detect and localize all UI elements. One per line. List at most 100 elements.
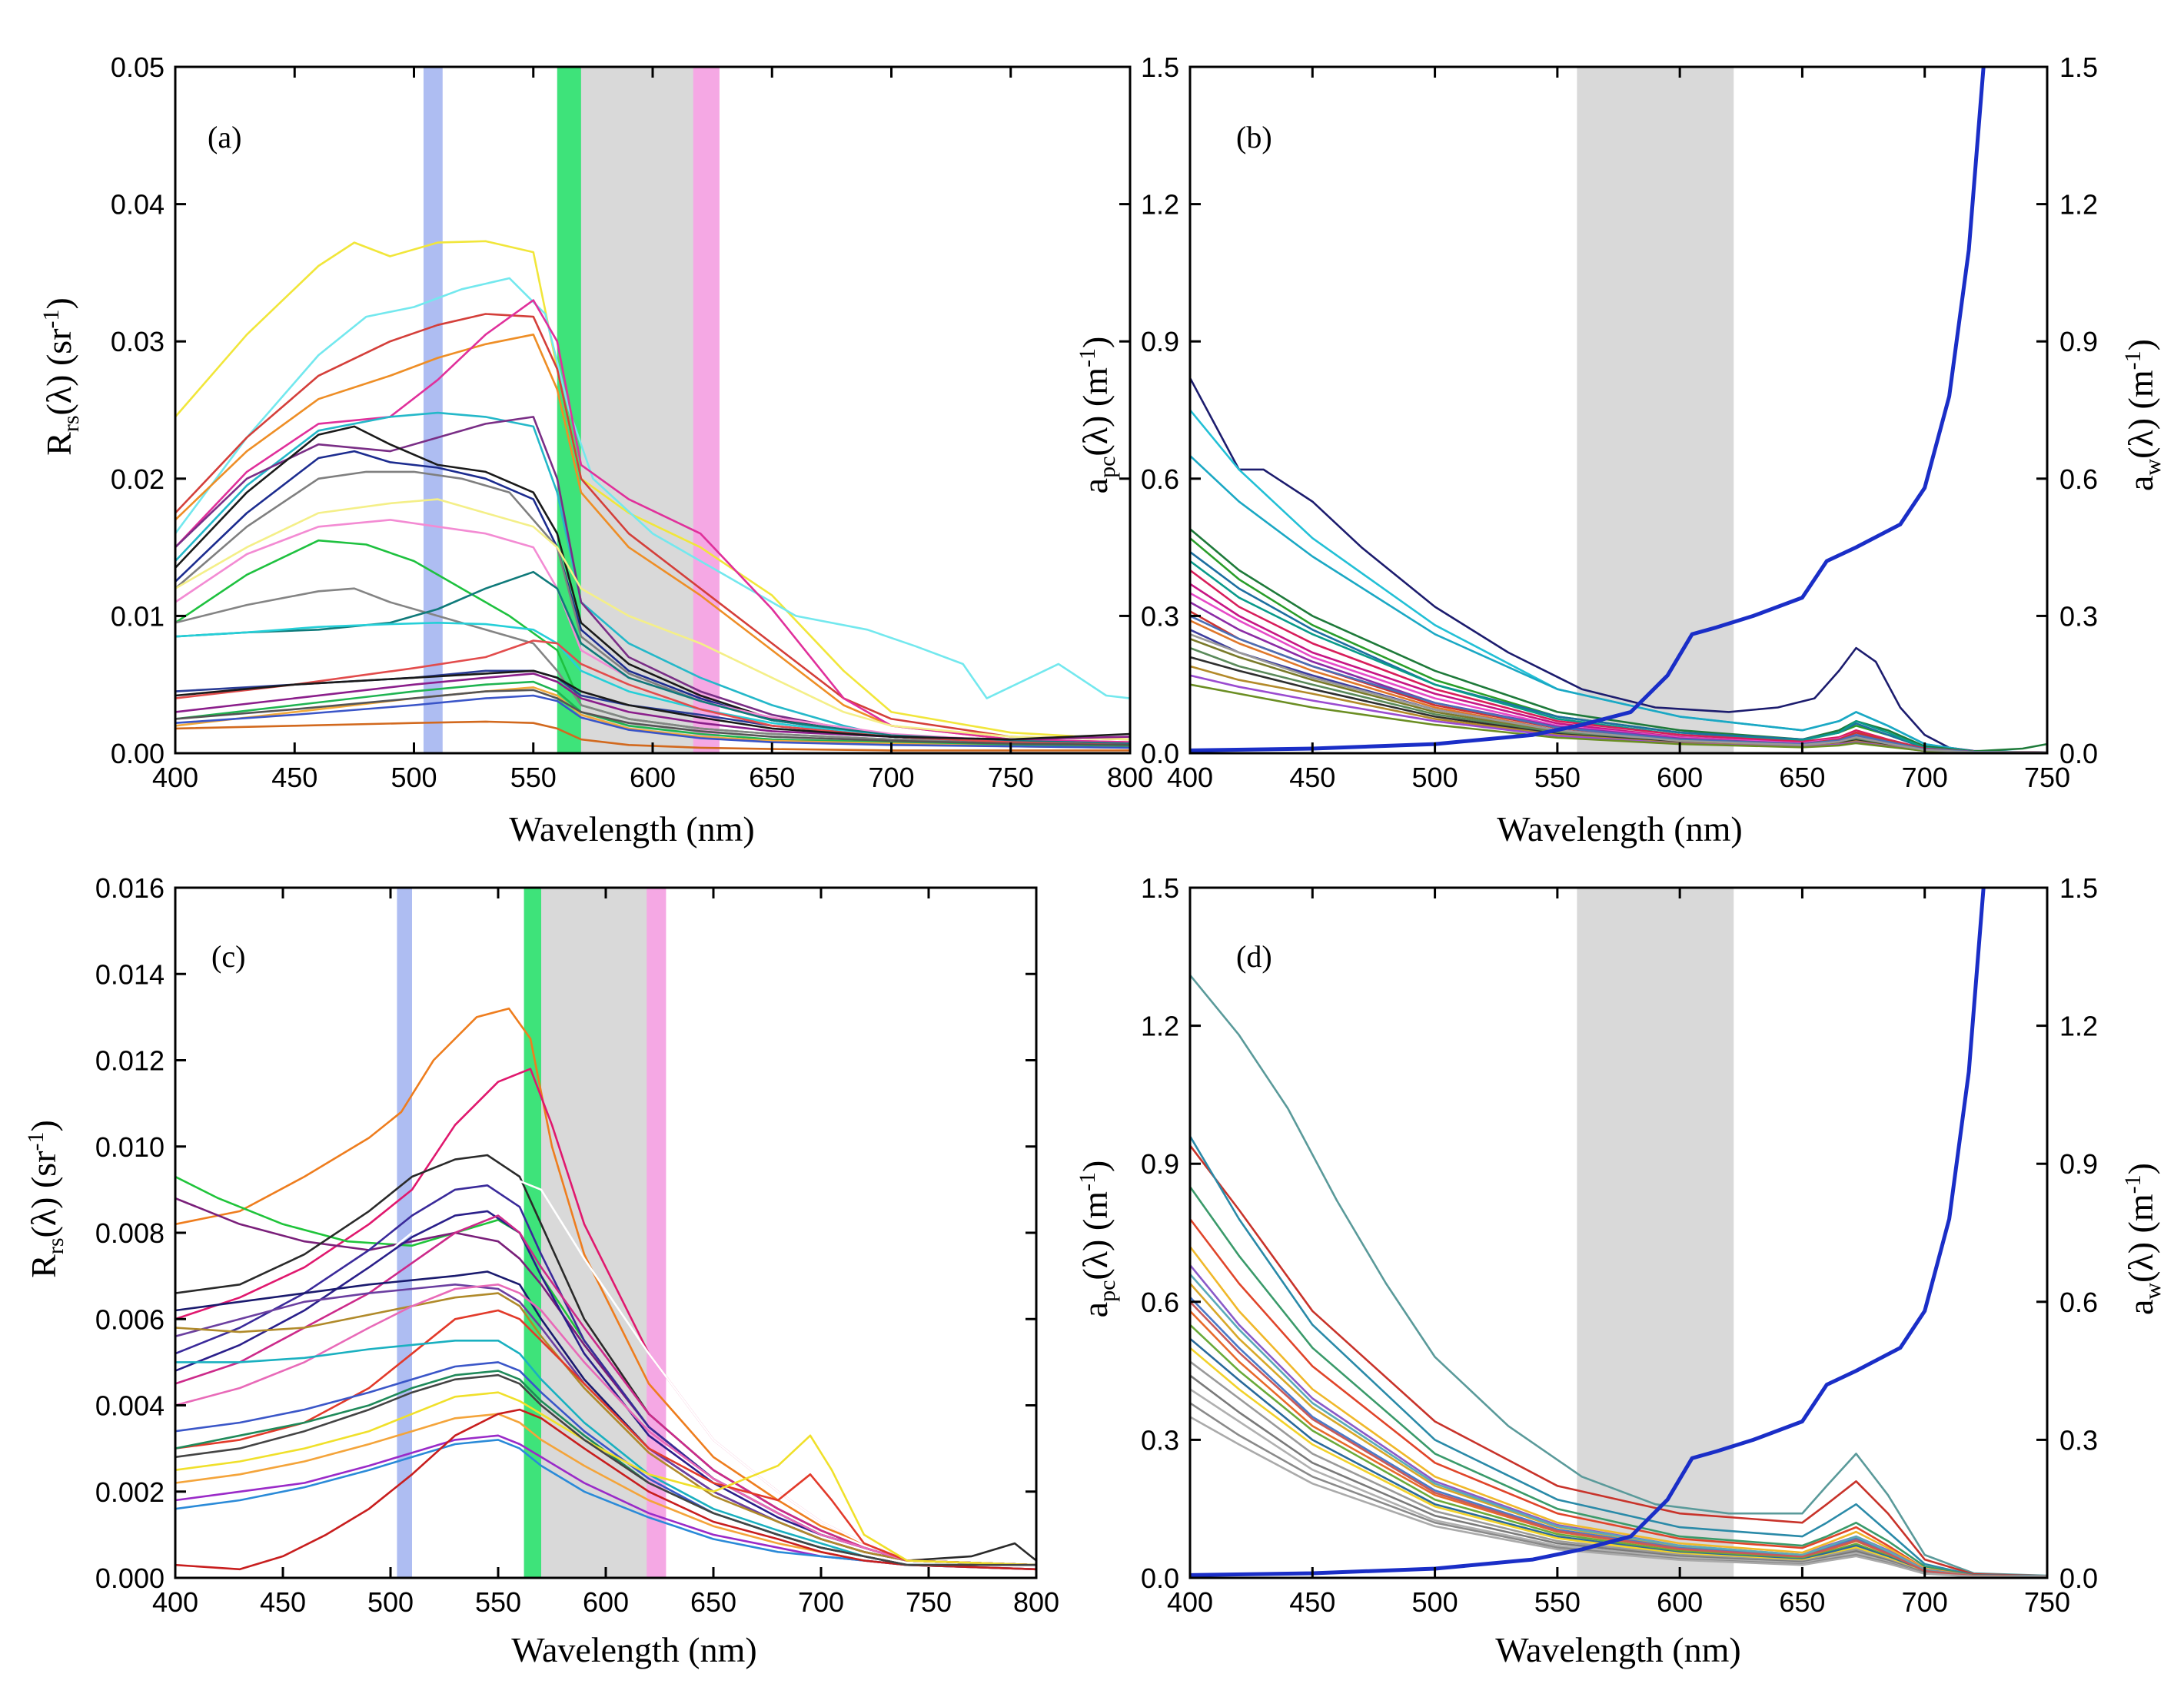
panel-b-y2-tick-label: 0.3 — [2059, 600, 2098, 632]
panel-c-y-tick-label: 0.010 — [95, 1131, 165, 1163]
panel-b-x-tick-label: 600 — [1657, 762, 1703, 793]
panel-b-y2-tick-label: 0.0 — [2059, 738, 2098, 769]
panel-c-y-axis-label-sub: rs — [43, 1237, 68, 1254]
panel-a-y-axis-label-main: R — [39, 432, 78, 456]
panel-d-y2-axis-label-end: ) — [2121, 1163, 2160, 1174]
panel-d-y-axis-label: apc(λ) (m-1) — [1075, 1161, 1120, 1318]
panel-d-y-axis-label-rest: (λ) (m — [1075, 1191, 1115, 1280]
panel-c-band-1 — [397, 888, 412, 1578]
panel-b-bands — [1577, 67, 1734, 753]
panel-c-x-tick-label: 700 — [798, 1586, 844, 1618]
panel-a-series-20 — [175, 669, 1130, 741]
panel-a-x-tick-label: 800 — [1107, 762, 1153, 793]
panel-c-x-tick-label: 600 — [583, 1586, 629, 1618]
panel-d-y2-axis-label-sub: w — [2140, 1283, 2166, 1300]
panel-d-series-4 — [1190, 1186, 2047, 1578]
panel-d-x-tick-label: 550 — [1534, 1586, 1581, 1618]
panel-b-x-tick-label: 400 — [1167, 762, 1213, 793]
panel-c-band-2 — [524, 888, 541, 1578]
panel-a-x-axis-label: Wavelength (nm) — [509, 809, 754, 849]
panel-a-y-tick-label: 0.02 — [111, 463, 165, 495]
panel-c-series-15 — [175, 1340, 1036, 1566]
panel-b-y2-tick-label: 0.9 — [2059, 326, 2098, 357]
panel-b-y2-tick-label: 1.2 — [2059, 189, 2098, 221]
panel-d-water-absorption-line — [1190, 888, 1986, 1577]
panel-d-x-tick-label: 700 — [1902, 1586, 1948, 1618]
panel-c-series-1 — [175, 1007, 1036, 1566]
panel-a-y-axis-label-end: ) — [39, 297, 78, 309]
panel-a-y-tick-label: 0.04 — [111, 189, 165, 221]
panel-b-y-axis-label-sup: -1 — [1075, 348, 1100, 367]
panel-b-x-tick-label: 550 — [1534, 762, 1581, 793]
panel-c-series-14 — [175, 1309, 1036, 1566]
panel-c-series-18 — [175, 1391, 1036, 1566]
panel-d-y2-axis-label-sup: -1 — [2120, 1174, 2146, 1194]
panel-d-y-tick-label: 1.2 — [1141, 1011, 1179, 1042]
panel-c-y-axis-label: Rrs(λ) (sr-1) — [23, 1120, 68, 1278]
panel-d-label: (d) — [1236, 939, 1272, 974]
panel-c-axes: 400 450 500 550 600 650 700 750 800 0.000 0.002 0.0… — [95, 872, 1059, 1618]
panel-c-y-tick-label: 0.016 — [95, 872, 165, 904]
panel-a-y-tick-label: 0.01 — [111, 600, 165, 632]
panel-a-x-tick-label: 450 — [271, 762, 317, 793]
panel-c-y-tick-label: 0.000 — [95, 1563, 165, 1594]
panel-d-y-axis-label-sup: -1 — [1075, 1172, 1100, 1191]
panel-c-x-tick-label: 400 — [152, 1586, 198, 1618]
panel-c-x-tick-label: 800 — [1013, 1586, 1059, 1618]
panel-a-bands — [423, 67, 720, 753]
panel-c-x-tick-label: 550 — [475, 1586, 521, 1618]
panel-b-x-tick-label: 650 — [1779, 762, 1825, 793]
panel-a-series-4 — [175, 334, 1130, 743]
panel-b-y-tick-label: 1.2 — [1141, 189, 1179, 221]
panel-d-y2-tick-label: 0.3 — [2059, 1424, 2098, 1456]
panel-a-y-axis-label-sub: rs — [58, 415, 84, 432]
panel-b-y-axis-label-end: ) — [1075, 337, 1115, 348]
panel-a-x-tick-label: 500 — [391, 762, 437, 793]
panel-c-x-tick-label: 650 — [690, 1586, 736, 1618]
panel-a-x-tick-label: 550 — [510, 762, 557, 793]
panel-a-series-15 — [175, 570, 1130, 745]
panel-d-series-2 — [1190, 1144, 2047, 1577]
panel-a-label: (a) — [208, 120, 241, 154]
panel-b-x-tick-label: 700 — [1902, 762, 1948, 793]
panel-a-axes: 400 450 500 550 600 650 700 750 800 0.00 0.01 0.02 0… — [111, 51, 1153, 793]
panel-c-series-21 — [175, 1439, 1036, 1571]
panel-c-y-tick-label: 0.004 — [95, 1390, 165, 1422]
panel-b-x-tick-label: 500 — [1412, 762, 1458, 793]
panel-b-y-tick-label: 0.0 — [1141, 738, 1179, 769]
panel-c-y-axis-label-main: R — [24, 1254, 63, 1278]
panel-a-x-tick-label: 750 — [988, 762, 1034, 793]
panel-d-x-tick-label: 450 — [1289, 1586, 1335, 1618]
panel-c-series-23 — [175, 1373, 1036, 1566]
panel-b-y2-axis-label-rest: (λ) (m — [2121, 370, 2160, 459]
panel-a-x-tick-label: 600 — [630, 762, 676, 793]
panel-d-x-axis-label: Wavelength (nm) — [1495, 1630, 1740, 1669]
panel-d-series-3 — [1190, 1135, 2047, 1577]
panel-d-x-tick-label: 500 — [1412, 1586, 1458, 1618]
panel-b-y2-tick-label: 1.5 — [2059, 51, 2098, 83]
panel-d-y2-tick-label: 0.0 — [2059, 1563, 2098, 1594]
panel-c-y-tick-label: 0.002 — [95, 1476, 165, 1508]
panel-a-series-14 — [175, 587, 1130, 746]
panel-b-y-axis-label-sub: pc — [1095, 457, 1120, 478]
panel-a-series-2 — [175, 277, 1130, 699]
panel-d-x-tick-label: 600 — [1657, 1586, 1703, 1618]
panel-a-series — [175, 240, 1130, 752]
panel-b-y2-tick-label: 0.6 — [2059, 463, 2098, 495]
panel-d-y-axis-label-sub: pc — [1095, 1280, 1120, 1302]
panel-a-band-1 — [423, 67, 443, 753]
panel-d-y2-tick-label: 0.6 — [2059, 1287, 2098, 1318]
panel-c-series-12 — [175, 1292, 1036, 1566]
panel-d-y-tick-label: 0.6 — [1141, 1287, 1179, 1318]
panel-c-x-tick-label: 750 — [906, 1586, 952, 1618]
panel-d-series-1 — [1190, 974, 2047, 1577]
panel-c-label: (c) — [211, 939, 245, 974]
panel-d-y2-axis-label-rest: (λ) (m — [2121, 1194, 2160, 1283]
panel-d-y2-tick-label: 1.2 — [2059, 1011, 2098, 1042]
panel-d-y-tick-label: 1.5 — [1141, 872, 1179, 904]
